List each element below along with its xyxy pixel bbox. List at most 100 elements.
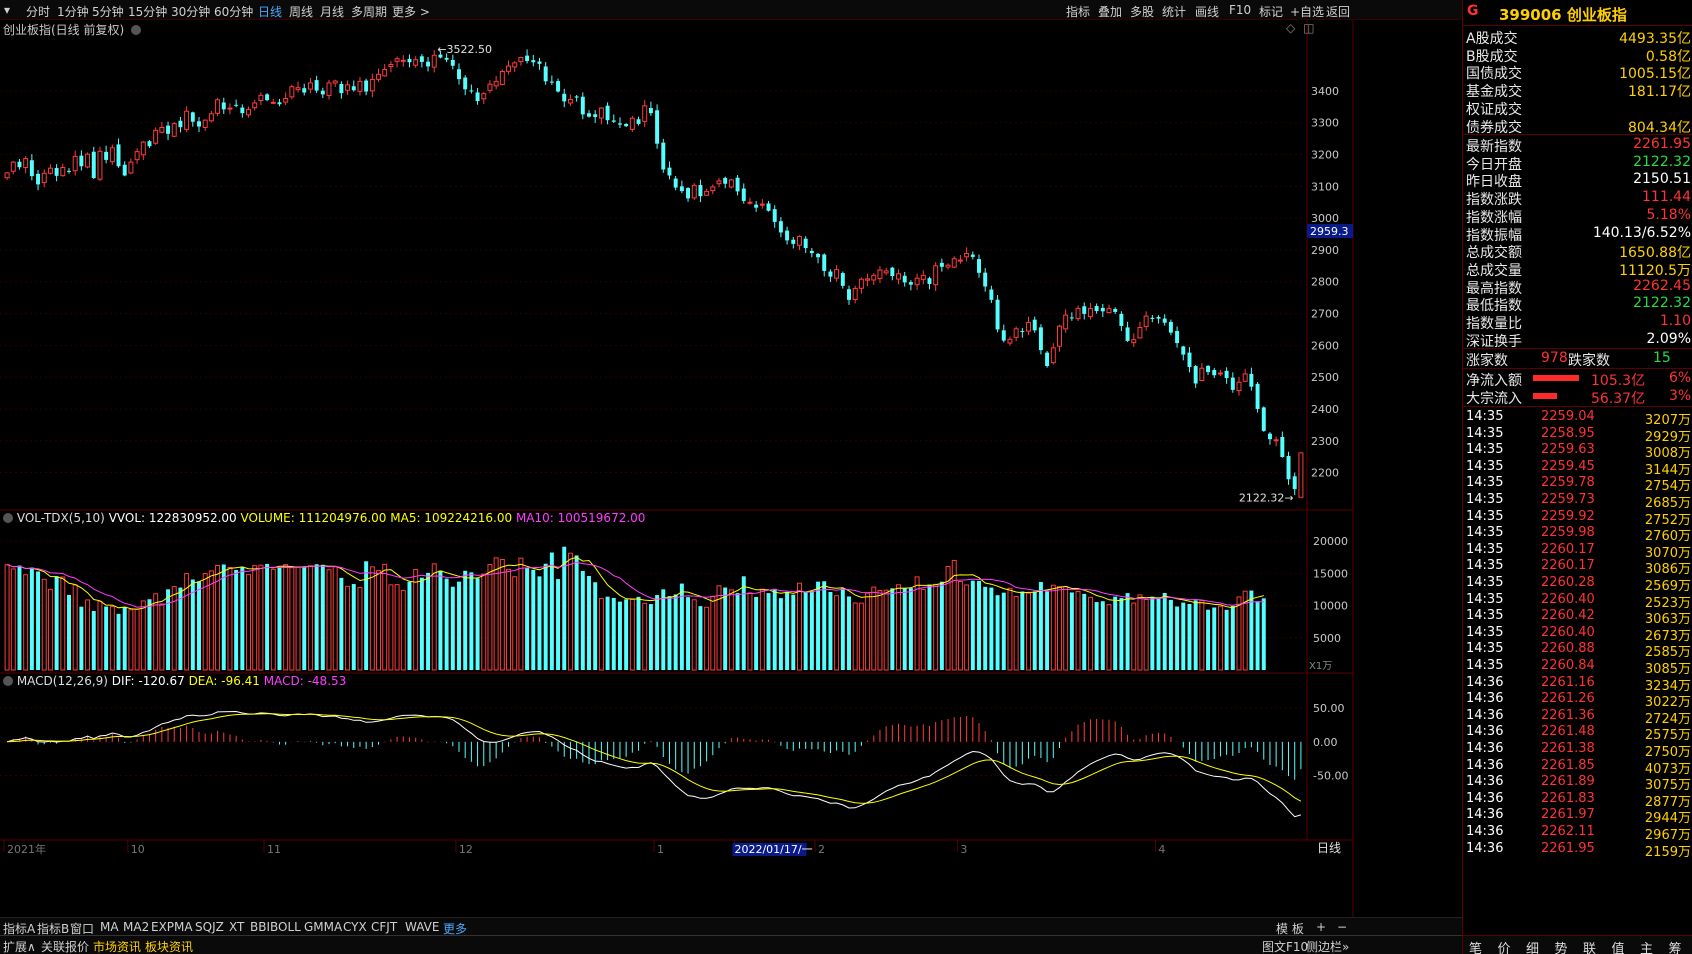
volume-bar [104, 606, 109, 670]
indicator-tab[interactable]: MA2 [123, 920, 150, 934]
x-tick-label: 12 [459, 843, 473, 856]
timeframe-tab[interactable]: 分时 [26, 5, 51, 19]
toolbar-button[interactable]: 标记 [1259, 5, 1284, 19]
indicator-tab[interactable]: 更多 [443, 922, 468, 936]
volume-bar [1125, 593, 1130, 670]
indicator-tab[interactable]: BBIBOLL [250, 920, 301, 934]
bottom-tab[interactable]: 关联报价 [41, 940, 90, 954]
y-tick-label: 2700 [1311, 308, 1339, 321]
market-stat-row: 基金成交 181.17亿 [1463, 80, 1692, 100]
tick-time: 14:35 [1466, 558, 1504, 574]
volume-bar [816, 581, 821, 670]
quote-footer-tab[interactable]: 笔 [1469, 942, 1483, 954]
chart-settings-icon[interactable] [131, 25, 142, 35]
indicator-tab[interactable]: 指标B [37, 922, 70, 936]
sidebar-toggle-button[interactable]: 侧边栏» [1306, 940, 1350, 954]
indicator-tab[interactable]: EXPMA [151, 920, 193, 934]
timeframe-tab[interactable]: 1分钟 [57, 5, 89, 19]
quote-footer-tab[interactable]: 价 [1497, 942, 1511, 954]
window-icon[interactable]: ◫ [1303, 21, 1315, 35]
candle-body [1273, 439, 1279, 442]
indicator-tab[interactable]: MA [100, 920, 119, 934]
toolbar-button[interactable]: 指标 [1066, 5, 1091, 19]
candle-body [369, 78, 375, 92]
tick-price: 2261.16 [1541, 674, 1595, 690]
volume-bar [852, 602, 858, 671]
vol-settings-icon[interactable] [3, 513, 13, 523]
zoom-out-button[interactable]: − [1337, 920, 1348, 934]
zoom-in-button[interactable]: + [1316, 920, 1327, 934]
market-stat-value: 0.58亿 [1645, 48, 1691, 65]
toolbar-button[interactable]: F10 [1229, 3, 1252, 17]
bottom-tab[interactable]: 市场资讯 [93, 940, 142, 954]
candle-body [457, 69, 461, 80]
quote-footer-tab[interactable]: 联 [1583, 942, 1597, 954]
toolbar-button[interactable]: 多股 [1130, 5, 1155, 19]
quote-footer-tab[interactable]: 值 [1611, 942, 1625, 954]
market-stat-value: 1005.15亿 [1619, 66, 1691, 83]
volume-bar [871, 586, 877, 671]
timeframe-tab[interactable]: 日线 [258, 5, 283, 19]
indicator-tab[interactable]: GMMA [304, 920, 343, 934]
timeframe-tab[interactable]: 多周期 [351, 5, 388, 19]
template-button[interactable]: 模 板 [1276, 922, 1304, 936]
tick-volume: 3234万 [1644, 678, 1691, 694]
indicator-tab[interactable]: SQJZ [195, 920, 224, 934]
volume-bar [617, 601, 622, 670]
toolbar-button[interactable]: 统计 [1162, 5, 1187, 19]
indicator-tab[interactable]: CFJT [371, 920, 398, 934]
dropdown-icon[interactable]: ▾ [4, 3, 11, 17]
tick-price: 2262.11 [1541, 824, 1595, 839]
volume-bar [1255, 601, 1260, 670]
indicator-tab[interactable]: CYX [343, 920, 367, 934]
diamond-icon[interactable]: ◇ [1286, 21, 1296, 35]
quote-footer-tab[interactable]: 细 [1526, 942, 1540, 954]
toolbar-button[interactable]: 画线 [1195, 5, 1220, 19]
timeframe-tab[interactable]: 周线 [289, 5, 314, 19]
tick-row: 14:35 2259.78 2754万 [1463, 474, 1692, 494]
candle-body [896, 273, 902, 280]
timeframe-tab[interactable]: 5分钟 [92, 5, 124, 19]
timeframe-tab[interactable]: 更多 > [392, 5, 430, 19]
candle-body [858, 278, 864, 289]
volume-bar [847, 596, 851, 670]
volume-bar [1007, 587, 1013, 671]
volume-bar [1063, 586, 1069, 671]
toolbar-button[interactable]: 叠加 [1098, 5, 1123, 19]
timeframe-tab[interactable]: 30分钟 [171, 5, 211, 19]
timeframe-tab[interactable]: 月线 [320, 5, 345, 19]
volume-bar [1075, 590, 1081, 671]
indicator-tab[interactable]: WAVE [405, 920, 440, 934]
bottom-tab[interactable]: 板块资讯 [145, 940, 194, 954]
timeframe-tab[interactable]: 60分钟 [214, 5, 254, 19]
candle-body [580, 96, 585, 115]
candle-body [1206, 365, 1211, 373]
low-annotation: 2122.32→ [1239, 491, 1294, 504]
quote-footer-tab[interactable]: 筹 [1668, 942, 1682, 954]
quote-footer-tab[interactable]: 势 [1554, 942, 1568, 954]
volume-bar [611, 597, 616, 670]
bottom-tab[interactable]: 扩展∧ [3, 940, 36, 954]
quote-footer-tab[interactable]: 主 [1640, 942, 1654, 954]
market-stat-label: B股成交 [1466, 48, 1518, 65]
candle-body [1286, 456, 1291, 480]
f10-button[interactable]: 图文F10 [1262, 940, 1309, 954]
tick-time: 14:36 [1466, 691, 1504, 707]
toolbar-button[interactable]: 返回 [1326, 5, 1351, 19]
macd-settings-icon[interactable] [3, 676, 13, 686]
indicator-tab[interactable]: XT [229, 920, 245, 934]
tick-row: 14:36 2261.38 2750万 [1463, 740, 1692, 760]
kline-chart[interactable]: 3400330032003100300029002800270026002500… [0, 20, 1462, 917]
candle-body [79, 155, 84, 167]
volume-bar [215, 565, 221, 671]
y-tick-label: 2800 [1311, 276, 1339, 289]
tick-time: 14:35 [1466, 591, 1504, 607]
indicator-tab[interactable]: 窗口 [70, 922, 95, 936]
candle-body [766, 203, 771, 211]
quote-stat-value: 2150.51 [1633, 171, 1691, 188]
candle-body [741, 188, 746, 201]
timeframe-tab[interactable]: 15分钟 [128, 5, 168, 19]
toolbar-button[interactable]: +自选 [1290, 5, 1325, 19]
y-tick-label: 2900 [1311, 244, 1339, 257]
indicator-tab[interactable]: 指标A [3, 922, 36, 936]
